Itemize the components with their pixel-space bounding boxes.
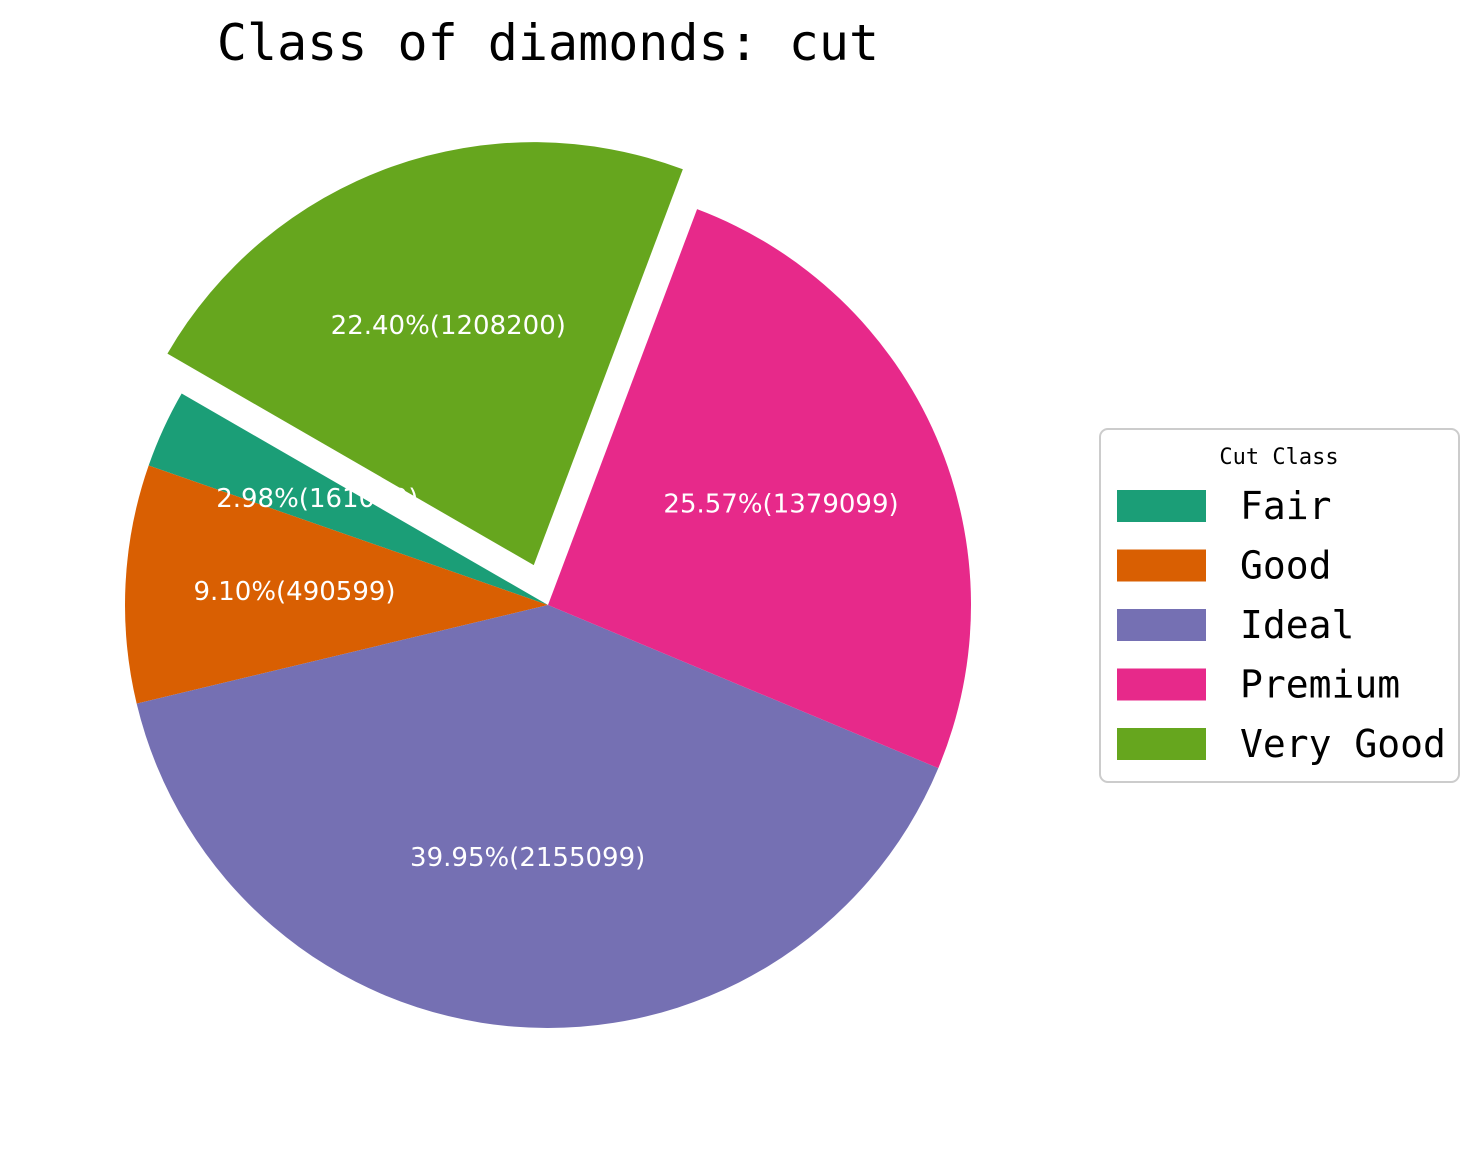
pie-slice-fair (148, 393, 548, 605)
slice-label-fair: 2.98%(161000) (216, 484, 418, 514)
slice-label-ideal: 39.95%(2155099) (410, 843, 645, 873)
slice-label-good: 9.10%(490599) (193, 577, 395, 607)
legend-swatch (1117, 490, 1206, 522)
legend-item-premium: Premium (1117, 663, 1400, 707)
legend-title: Cut Class (1219, 445, 1338, 470)
legend-item-ideal: Ideal (1117, 603, 1354, 647)
chart-title: Class of diamonds: cut (217, 14, 879, 72)
legend-entries: Fair Good Ideal Premium Very Good (1117, 484, 1446, 766)
pie-slice-premium (548, 209, 971, 769)
pie-slice-labels: 2.98%(161000) 9.10%(490599) 39.95%(2155099… (193, 311, 898, 873)
legend-label: Ideal (1240, 603, 1354, 647)
legend-item-good: Good (1117, 544, 1332, 588)
legend-swatch (1117, 668, 1206, 701)
pie-slice-very-good (167, 142, 683, 566)
legend-item-fair: Fair (1117, 484, 1332, 528)
legend: Cut Class Fair Good Ideal Premium Very Good (1099, 428, 1460, 783)
legend-label: Premium (1240, 663, 1400, 707)
legend-item-very-good: Very Good (1117, 722, 1446, 766)
legend-label: Very Good (1240, 722, 1446, 766)
pie-slice-good (125, 465, 548, 704)
pie-slices (125, 142, 971, 1029)
slice-label-very-good: 22.40%(1208200) (331, 311, 566, 341)
legend-label: Fair (1240, 484, 1332, 528)
legend-swatch (1117, 609, 1206, 641)
legend-swatch (1117, 728, 1206, 760)
legend-swatch (1117, 549, 1206, 582)
legend-label: Good (1240, 544, 1332, 588)
slice-label-premium: 25.57%(1379099) (663, 489, 898, 519)
pie-slice-ideal (136, 605, 939, 1029)
